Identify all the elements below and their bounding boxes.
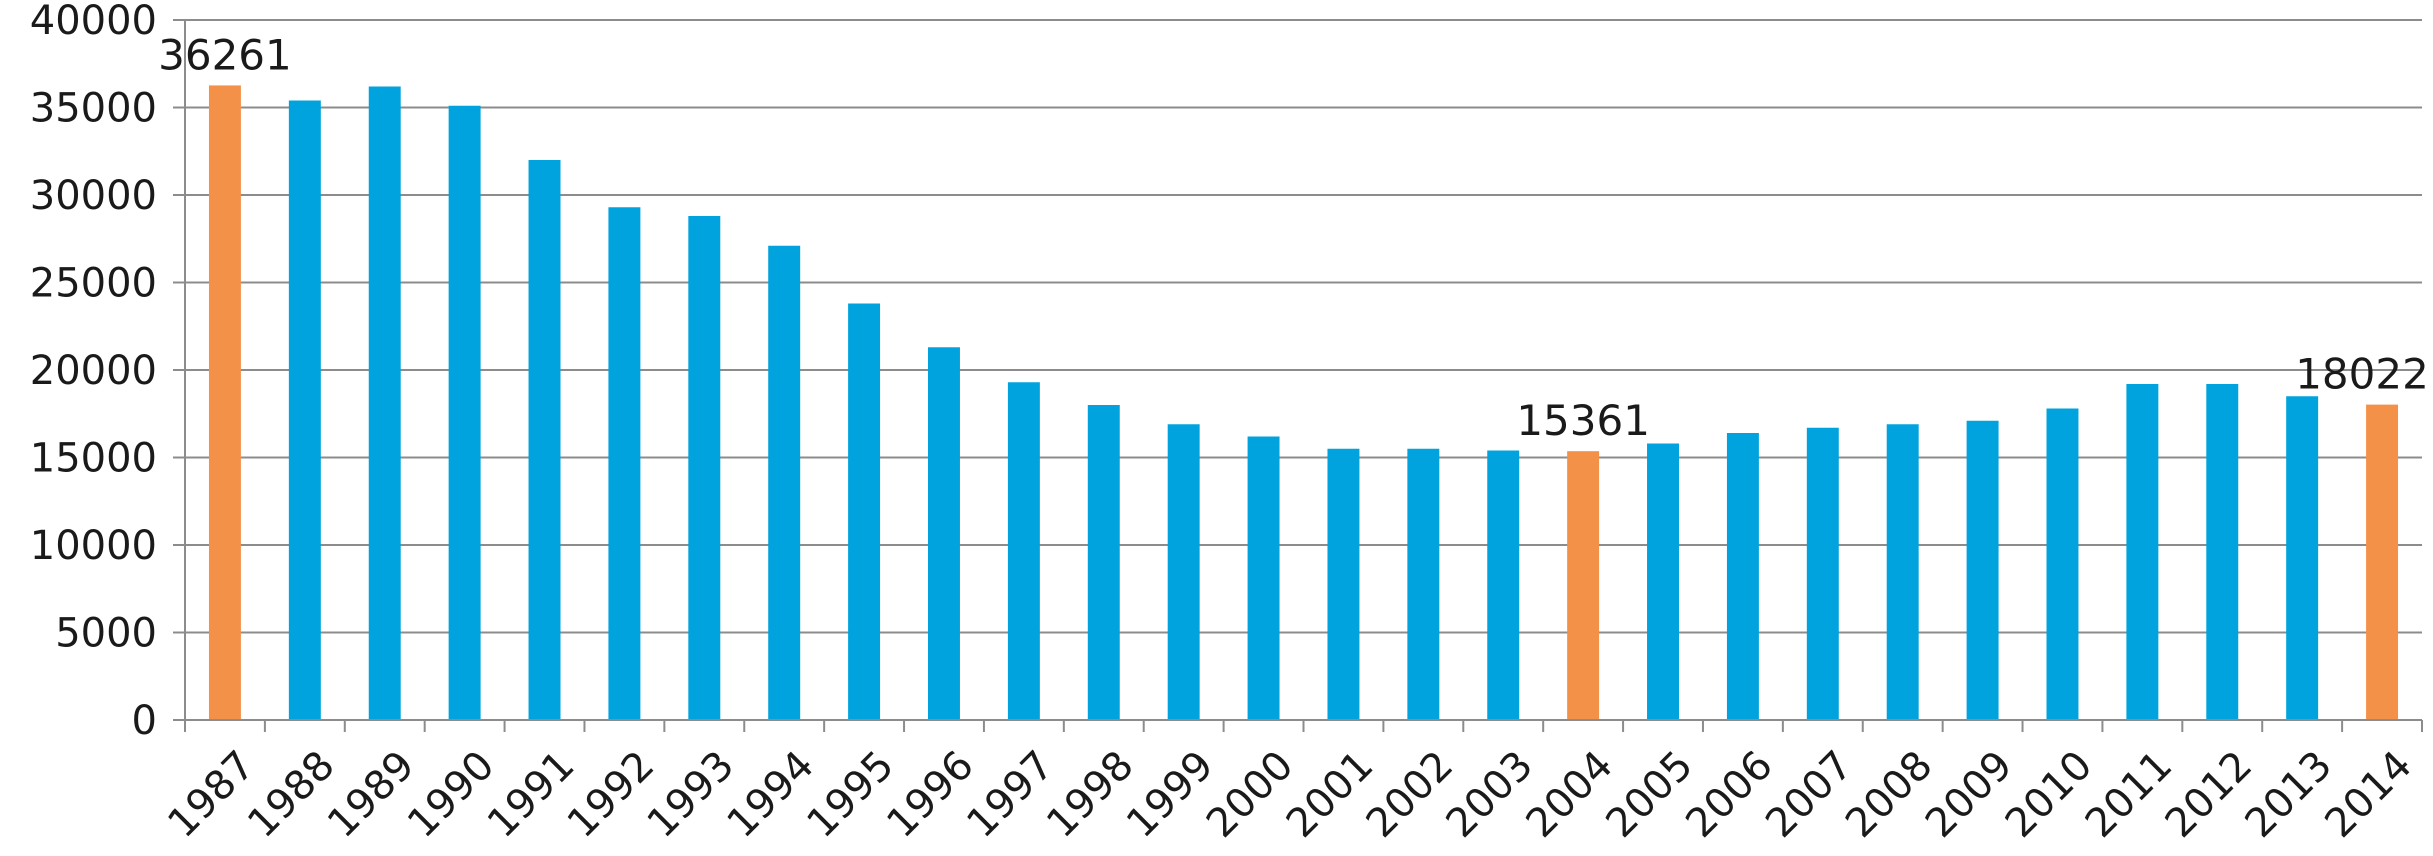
x-tick-label: 2011 xyxy=(2077,742,2182,847)
x-tick-label: 2004 xyxy=(1517,742,1622,847)
bar-2004 xyxy=(1567,451,1600,720)
x-tick-label: 2006 xyxy=(1677,742,1782,847)
x-tick-label: 1997 xyxy=(958,742,1063,847)
y-tick-label: 0 xyxy=(132,698,157,744)
bar-2007 xyxy=(1806,427,1839,720)
bar-2003 xyxy=(1487,450,1520,720)
bar-1991 xyxy=(528,160,561,720)
bar-2009 xyxy=(1966,420,1999,720)
bar-2001 xyxy=(1327,448,1360,720)
x-tick-label: 1989 xyxy=(319,742,424,847)
y-tick-label: 10000 xyxy=(30,523,157,569)
bar-1987 xyxy=(208,85,241,721)
bar-2005 xyxy=(1647,443,1679,720)
x-tick-label: 1992 xyxy=(559,742,664,847)
x-tick-label: 2009 xyxy=(1917,742,2022,847)
x-tick-label: 1998 xyxy=(1038,742,1143,847)
bar-2013 xyxy=(2286,396,2319,720)
x-tick-label: 2012 xyxy=(2157,742,2262,847)
bar-1995 xyxy=(848,303,881,720)
bar-2012 xyxy=(2206,384,2239,720)
bar-2011 xyxy=(2126,384,2159,720)
axes xyxy=(173,19,2423,732)
bar-2008 xyxy=(1886,424,1919,720)
gridlines xyxy=(185,19,2422,634)
bar-1994 xyxy=(768,245,801,720)
bar-2006 xyxy=(1726,433,1759,720)
x-tick-label: 1993 xyxy=(639,742,744,847)
x-tick-label: 2003 xyxy=(1438,742,1543,847)
x-tick-label: 1990 xyxy=(399,742,504,847)
y-tick-label: 25000 xyxy=(30,261,157,307)
x-tick-label: 2002 xyxy=(1358,742,1463,847)
data-label-1987: 36261 xyxy=(158,30,292,79)
x-tick-label: 2005 xyxy=(1597,742,1702,847)
x-tick-label: 1999 xyxy=(1118,742,1223,847)
x-tick-label: 2010 xyxy=(1997,742,2102,847)
bars xyxy=(208,85,2399,721)
x-tick-label: 2014 xyxy=(2316,742,2421,847)
y-tick-label: 30000 xyxy=(30,173,157,219)
y-tick-label: 5000 xyxy=(55,611,157,657)
x-tick-label: 1994 xyxy=(719,742,824,847)
bar-1990 xyxy=(448,105,481,720)
x-tick-label: 1991 xyxy=(479,742,584,847)
bar-2002 xyxy=(1407,448,1440,720)
y-tick-label: 20000 xyxy=(30,348,157,394)
x-tick-label: 2000 xyxy=(1198,742,1303,847)
x-tick-label: 2008 xyxy=(1837,742,1942,847)
bar-2000 xyxy=(1247,436,1280,720)
bar-1988 xyxy=(288,100,321,720)
x-tick-label: 1987 xyxy=(159,742,264,847)
x-tick-label: 1996 xyxy=(878,742,983,847)
x-tick-label: 2013 xyxy=(2237,742,2342,847)
y-tick-label: 40000 xyxy=(30,0,157,44)
y-tick-label: 35000 xyxy=(30,86,157,132)
bar-1999 xyxy=(1167,424,1200,720)
bar-1989 xyxy=(368,86,401,720)
bar-1997 xyxy=(1007,382,1040,720)
x-tick-label: 1988 xyxy=(239,742,344,847)
bar-2014 xyxy=(2366,404,2399,720)
data-label-2004: 15361 xyxy=(1516,396,1650,445)
bar-1998 xyxy=(1087,405,1120,720)
x-tick-label: 1995 xyxy=(798,742,903,847)
x-tick-label: 2001 xyxy=(1278,742,1383,847)
bar-1993 xyxy=(688,216,721,720)
bar-2010 xyxy=(2046,408,2079,720)
bar-1996 xyxy=(928,347,960,720)
y-tick-label: 15000 xyxy=(30,436,157,482)
x-tick-label: 2007 xyxy=(1757,742,1862,847)
bar-1992 xyxy=(608,207,641,720)
data-label-2014: 18022 xyxy=(2295,350,2429,399)
